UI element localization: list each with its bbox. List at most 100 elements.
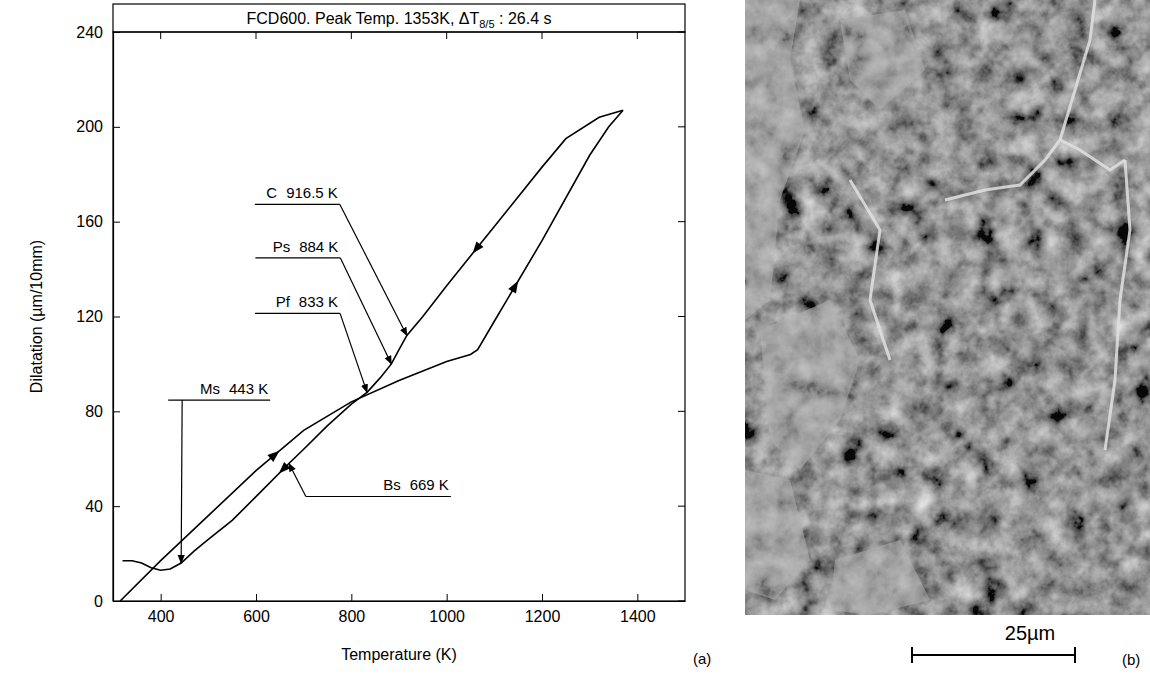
figure: FCD600. Peak Temp. 1353K, ΔT8/5 : 26.4 s… (0, 0, 1150, 675)
y-tick-label: 120 (76, 308, 103, 325)
x-tick-mark-top (446, 32, 447, 39)
annotation-label: Ps (273, 238, 291, 255)
y-tick-label: 160 (76, 213, 103, 230)
x-tick-label: 600 (243, 608, 270, 625)
annotation-arrow (289, 463, 306, 496)
micrograph-region (840, 10, 925, 110)
y-tick-mark (113, 222, 120, 223)
x-tick: 1200 (525, 594, 561, 625)
y-tick: 200 (76, 118, 120, 135)
x-tick-mark (637, 594, 638, 601)
y-tick-label: 0 (94, 593, 103, 610)
curve (123, 110, 624, 570)
annotation-arrow (340, 313, 367, 392)
y-tick-mark (113, 411, 120, 412)
panel-label: (b) (1122, 651, 1140, 668)
y-tick-mark (113, 317, 120, 318)
x-tick: 800 (338, 594, 365, 625)
direction-arrow (276, 462, 291, 477)
x-tick: 600 (243, 594, 270, 625)
annotation-label: Bs (383, 476, 401, 493)
y-tick-mark (113, 601, 120, 602)
annotation-value: 916.5 K (286, 184, 338, 201)
x-tick-mark-top (160, 32, 161, 39)
annotation-label: C (266, 184, 277, 201)
micrograph-ground (745, 0, 1150, 615)
y-tick-label: 40 (85, 498, 103, 515)
y-tick: 40 (85, 498, 120, 515)
annotation-label: Ms (200, 380, 220, 397)
x-axis-title: Temperature (K) (341, 646, 457, 663)
y-tick-mark-right (678, 506, 685, 507)
plot-frame (113, 32, 685, 601)
x-tick-mark-top (542, 32, 543, 39)
x-tick-mark-top (351, 32, 352, 39)
annotation-value: 443 K (229, 380, 268, 397)
direction-arrow (508, 279, 522, 294)
y-tick: 80 (85, 403, 120, 420)
micrograph-region (830, 540, 930, 615)
title-subscript: 8/5 (479, 18, 494, 30)
micrograph-texture (745, 0, 1150, 615)
micrograph-crack (1105, 160, 1130, 450)
title-box (113, 4, 685, 32)
y-axis-title: Dilatation (µm/10mm) (28, 240, 45, 393)
micrograph-region (760, 300, 860, 470)
x-tick: 400 (148, 594, 175, 625)
x-tick-label: 400 (148, 608, 175, 625)
x-tick-mark (542, 594, 543, 601)
annotation-value: 833 K (299, 293, 338, 310)
micrograph-crack (1060, 0, 1095, 140)
y-tick: 240 (76, 24, 120, 41)
annotation-underline (255, 204, 340, 205)
direction-arrow (267, 447, 282, 462)
y-tick-mark (113, 32, 120, 33)
x-tick-mark (161, 594, 162, 601)
title-part: FCD600. Peak Temp. 1353K, ΔT (247, 10, 480, 27)
x-tick-mark (447, 594, 448, 601)
y-tick-mark-right (678, 411, 685, 412)
micrograph-crack (850, 180, 890, 360)
chart-title: FCD600. Peak Temp. 1353K, ΔT8/5 : 26.4 s (247, 10, 552, 30)
x-tick-label: 800 (338, 608, 365, 625)
y-tick-label: 200 (76, 118, 103, 135)
x-tick: 1400 (620, 594, 656, 625)
y-tick-mark-right (678, 126, 685, 127)
annotation-value: 669 K (410, 476, 449, 493)
x-tick-mark-top (256, 32, 257, 39)
annotation-arrow (340, 204, 407, 335)
y-tick: 120 (76, 308, 120, 325)
panel-label: (a) (693, 650, 711, 667)
scale-bar-end (1074, 647, 1076, 663)
x-tick-mark (351, 594, 352, 601)
annotation-underline (255, 313, 340, 314)
title-part: : 26.4 s (495, 10, 552, 27)
y-tick-mark-right (678, 316, 685, 317)
scale-bar-label: 25µm (1005, 622, 1055, 644)
annotation-label: Pf (276, 293, 291, 310)
annotation-arrow (181, 400, 182, 563)
x-axis: 400 600 800 1000 1200 1400 (114, 594, 686, 625)
y-tick-mark-right (678, 32, 685, 33)
micrograph-region (745, 470, 810, 600)
y-tick-mark-right (678, 221, 685, 222)
annotation-underline (168, 399, 270, 400)
x-tick: 1000 (429, 594, 465, 625)
annotation-arrow (340, 258, 391, 364)
annotations: 916.5 KC884 KPs833 KPf443 KMs669 KBs (168, 184, 451, 563)
scale-bar-end (911, 647, 913, 663)
micrograph-region (745, 0, 805, 320)
direction-arrow (469, 241, 484, 256)
scale-bar: 25µm (912, 622, 1075, 663)
annotation-underline (306, 496, 451, 497)
x-axis-line (114, 601, 686, 602)
y-tick-mark (113, 127, 120, 128)
y-tick-mark (113, 506, 120, 507)
x-tick-label: 1400 (620, 608, 656, 625)
micrograph-crack (945, 140, 1125, 200)
y-tick-label: 240 (76, 24, 103, 41)
x-tick-mark-top (637, 32, 638, 39)
y-tick-mark-right (678, 601, 685, 602)
x-tick-mark (256, 594, 257, 601)
annotation-underline (255, 257, 340, 258)
